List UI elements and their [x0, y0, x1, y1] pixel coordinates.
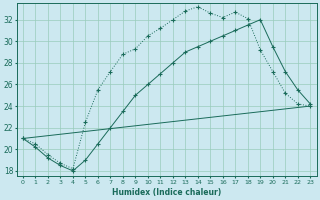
X-axis label: Humidex (Indice chaleur): Humidex (Indice chaleur) [112, 188, 221, 197]
